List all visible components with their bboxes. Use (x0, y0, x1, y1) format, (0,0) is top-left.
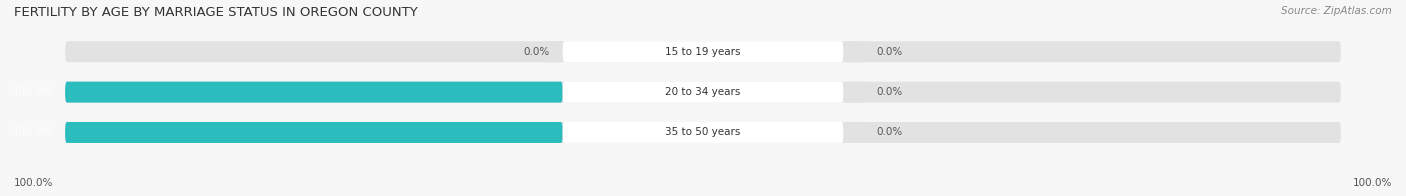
FancyBboxPatch shape (65, 82, 1341, 103)
FancyBboxPatch shape (543, 41, 562, 62)
FancyBboxPatch shape (65, 82, 562, 103)
Text: 100.0%: 100.0% (14, 178, 53, 188)
FancyBboxPatch shape (844, 82, 863, 103)
FancyBboxPatch shape (65, 122, 562, 143)
Text: 0.0%: 0.0% (876, 127, 903, 137)
Text: FERTILITY BY AGE BY MARRIAGE STATUS IN OREGON COUNTY: FERTILITY BY AGE BY MARRIAGE STATUS IN O… (14, 6, 418, 19)
FancyBboxPatch shape (65, 41, 1341, 62)
Text: 100.0%: 100.0% (13, 127, 52, 137)
Text: 100.0%: 100.0% (1353, 178, 1392, 188)
FancyBboxPatch shape (562, 41, 844, 62)
Text: Source: ZipAtlas.com: Source: ZipAtlas.com (1281, 6, 1392, 16)
Text: 15 to 19 years: 15 to 19 years (665, 47, 741, 57)
Text: 100.0%: 100.0% (13, 87, 52, 97)
FancyBboxPatch shape (844, 122, 863, 143)
Text: 35 to 50 years: 35 to 50 years (665, 127, 741, 137)
Text: 0.0%: 0.0% (876, 87, 903, 97)
FancyBboxPatch shape (844, 41, 863, 62)
FancyBboxPatch shape (65, 122, 1341, 143)
FancyBboxPatch shape (562, 122, 844, 143)
Text: 0.0%: 0.0% (523, 47, 550, 57)
Text: 0.0%: 0.0% (876, 47, 903, 57)
FancyBboxPatch shape (562, 82, 844, 103)
Text: 20 to 34 years: 20 to 34 years (665, 87, 741, 97)
